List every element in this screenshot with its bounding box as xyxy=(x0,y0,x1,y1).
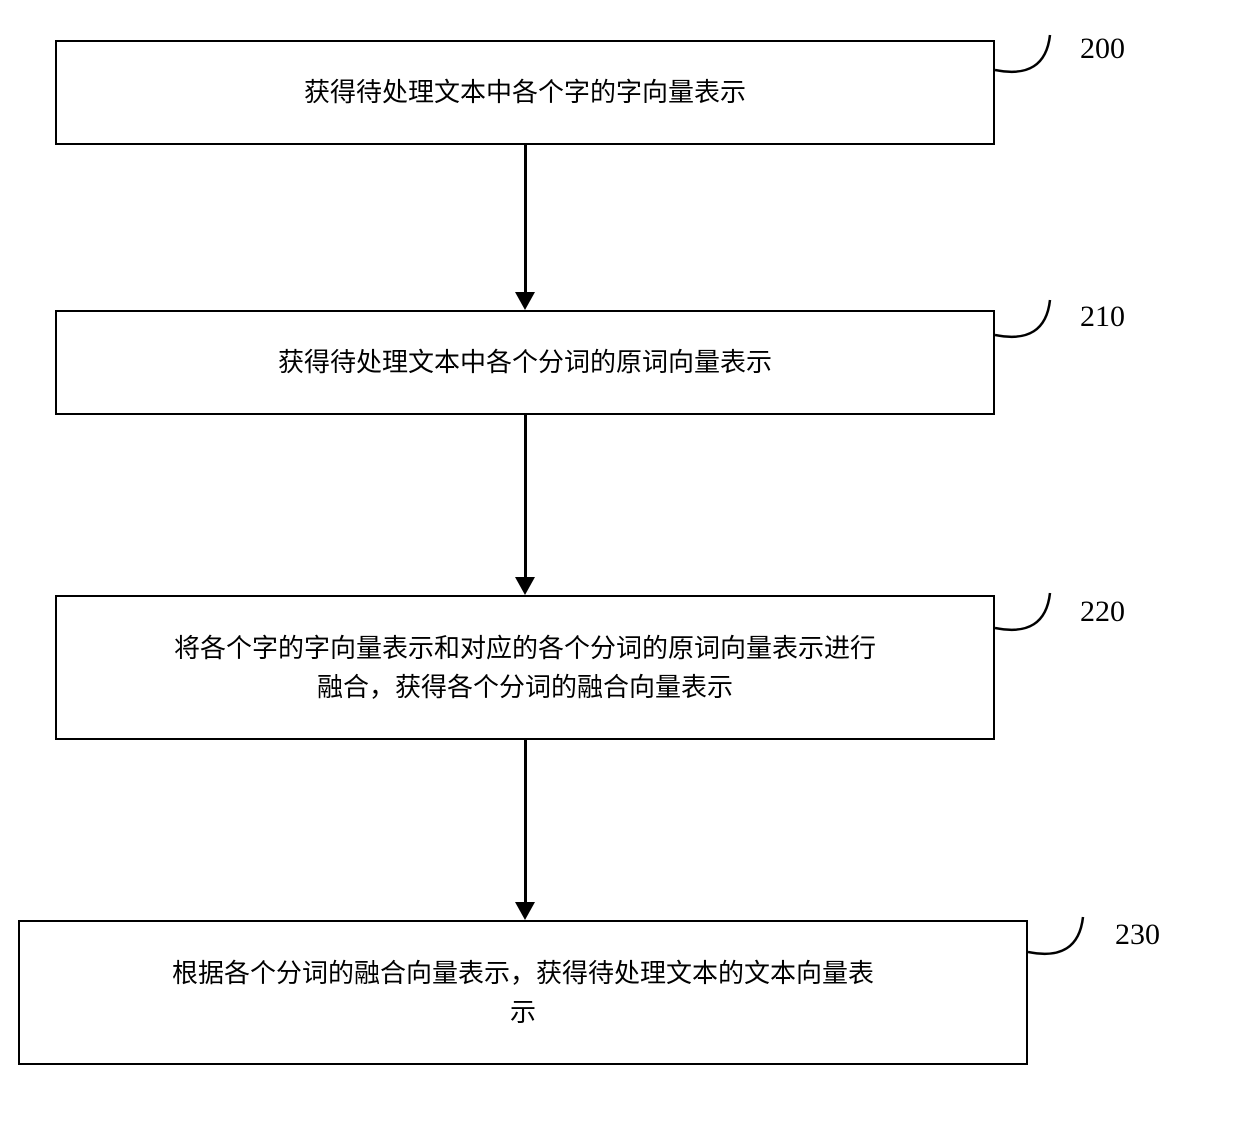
arrow-2-head xyxy=(515,577,535,595)
flow-step-3-text: 将各个字的字向量表示和对应的各个分词的原词向量表示进行 融合，获得各个分词的融合… xyxy=(174,629,876,707)
label-210: 210 xyxy=(1080,300,1125,334)
flow-step-1: 获得待处理文本中各个字的字向量表示 xyxy=(55,40,995,145)
arrow-2-line xyxy=(524,415,527,578)
flow-step-3: 将各个字的字向量表示和对应的各个分词的原词向量表示进行 融合，获得各个分词的融合… xyxy=(55,595,995,740)
arrow-1-head xyxy=(515,292,535,310)
flow-step-4-text: 根据各个分词的融合向量表示，获得待处理文本的文本向量表 示 xyxy=(172,954,874,1032)
flow-step-1-text: 获得待处理文本中各个字的字向量表示 xyxy=(304,73,746,112)
flow-step-2: 获得待处理文本中各个分词的原词向量表示 xyxy=(55,310,995,415)
arrow-1-line xyxy=(524,145,527,293)
label-230: 230 xyxy=(1115,918,1160,952)
flow-step-2-text: 获得待处理文本中各个分词的原词向量表示 xyxy=(278,343,772,382)
connector-1 xyxy=(995,30,1085,100)
connector-4 xyxy=(1028,912,1118,982)
connector-3 xyxy=(995,588,1085,658)
label-220: 220 xyxy=(1080,595,1125,629)
flow-step-4: 根据各个分词的融合向量表示，获得待处理文本的文本向量表 示 xyxy=(18,920,1028,1065)
label-200: 200 xyxy=(1080,32,1125,66)
connector-2 xyxy=(995,295,1085,365)
arrow-3-line xyxy=(524,740,527,903)
arrow-3-head xyxy=(515,902,535,920)
